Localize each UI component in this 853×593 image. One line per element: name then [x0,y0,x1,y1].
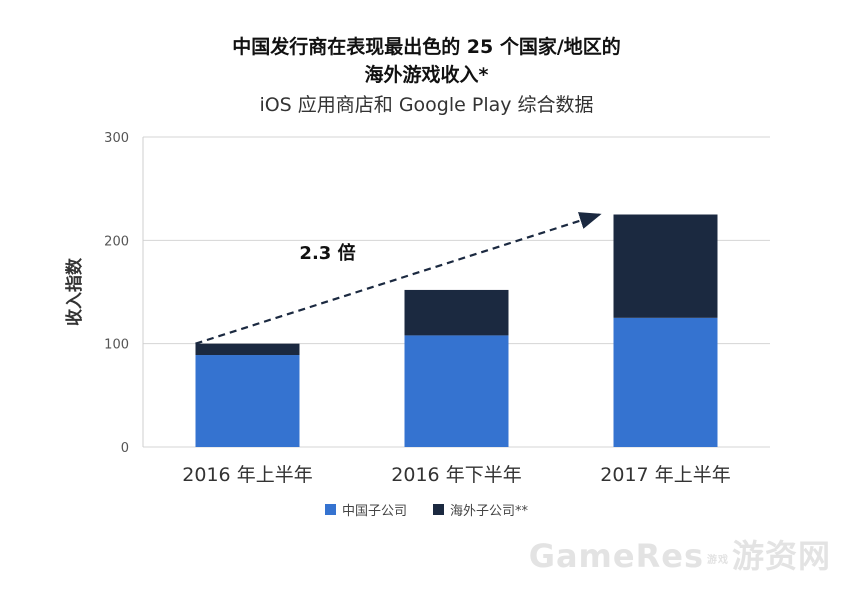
growth-arrow [195,212,602,345]
bar-segment-overseas [195,343,300,356]
chart-title-line2: 海外游戏收入* [364,64,489,86]
x-tick-label: 2016 年下半年 [391,464,521,486]
y-tick-label: 200 [104,234,129,249]
y-tick-label: 300 [104,131,129,146]
legend-label-china: 中国子公司 [341,504,407,519]
watermark-cn: 游资网 [731,537,831,575]
legend-item-overseas: 海外子公司** [433,500,528,519]
bar-segment-china [613,317,718,447]
bar-segment-overseas [613,214,718,318]
annotation: 2.3 倍 [195,212,602,345]
x-tick-label: 2016 年上半年 [182,464,312,486]
chart-legend: 中国子公司 海外子公司** [0,500,853,519]
y-tick-label: 100 [104,338,129,353]
watermark-main: GameRes [528,537,704,575]
growth-annotation-label: 2.3 倍 [299,242,355,264]
chart-subtitle: iOS 应用商店和 Google Play 综合数据 [259,94,594,116]
bar-segment-china [195,355,300,447]
x-tick-label: 2017 年上半年 [600,464,730,486]
bar-segment-overseas [404,289,509,336]
legend-label-overseas: 海外子公司** [450,504,529,519]
legend-swatch-china [324,504,336,515]
bar-segment-china [404,335,509,447]
legend-swatch-overseas [433,504,444,515]
axes: 0 100 200 300 2016 年上半年 2016 年下半年 2017 年上半年 [104,131,731,486]
y-tick-label: 0 [121,441,129,456]
bars [195,214,718,447]
legend-item-china: 中国子公司 [324,500,407,519]
watermark-logo: GameRes 游戏游资网 [529,531,831,577]
y-axis-label: 收入指数 [64,257,85,326]
chart-title-line1: 中国发行商在表现最出色的 25 个国家/地区的 [232,36,621,58]
watermark-small: 游戏 [706,554,729,566]
